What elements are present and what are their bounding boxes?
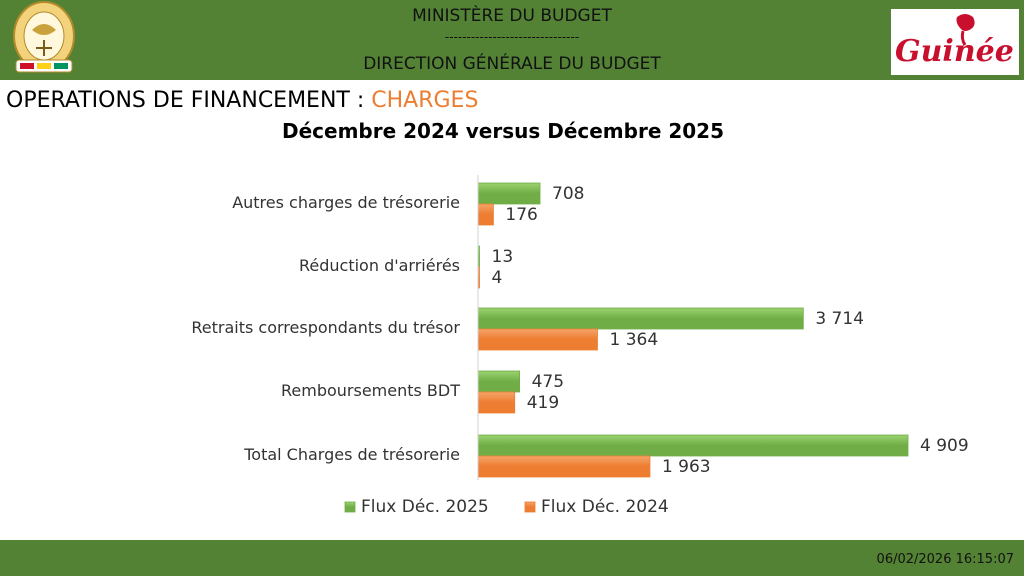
data-label: 4 xyxy=(492,268,503,288)
data-label: 419 xyxy=(527,393,559,413)
category-label: Remboursements BDT xyxy=(281,381,460,400)
bar-2024 xyxy=(477,455,651,478)
bar-2025 xyxy=(477,182,541,205)
bar-2024 xyxy=(477,328,598,351)
legend-swatch xyxy=(344,501,356,513)
bar-2025 xyxy=(477,307,804,330)
coat-of-arms-emblem xyxy=(13,1,75,73)
bar-2024 xyxy=(477,203,494,226)
data-label: 475 xyxy=(532,372,564,392)
data-label: 708 xyxy=(552,184,584,204)
slide-subtitle: Décembre 2024 versus Décembre 2025 xyxy=(281,119,725,143)
ministry-title: MINISTÈRE DU BUDGET xyxy=(412,6,612,26)
timestamp: 06/02/2026 16:15:07 xyxy=(876,552,1014,567)
slide-title: OPERATIONS DE FINANCEMENT : CHARGES xyxy=(6,88,478,113)
bar-chart: Autres charges de trésorerie 708 176 Réduct… xyxy=(191,175,969,517)
legend-label: Flux Déc. 2024 xyxy=(541,497,669,517)
data-label: 1 963 xyxy=(662,457,711,477)
category-label: Autres charges de trésorerie xyxy=(232,193,460,212)
bar-2024 xyxy=(477,391,516,414)
data-label: 13 xyxy=(492,247,514,267)
slide-title-accent: CHARGES xyxy=(371,88,479,113)
legend-swatch xyxy=(524,501,536,513)
logo-text: Guinée xyxy=(895,34,1014,69)
header-separator: ------------------------------- xyxy=(444,30,580,44)
category-label: Retraits correspondants du trésor xyxy=(191,318,460,337)
bar-2025 xyxy=(477,370,521,393)
footer-band xyxy=(0,540,1024,576)
direction-title: DIRECTION GÉNÉRALE DU BUDGET xyxy=(363,54,661,74)
bar-2025 xyxy=(477,434,909,457)
guinee-logo-graphic: Guinée xyxy=(895,14,1014,69)
category-label: Réduction d'arriérés xyxy=(299,256,460,275)
guinee-logo: Guinée xyxy=(891,9,1019,75)
data-label: 176 xyxy=(505,205,537,225)
data-label: 1 364 xyxy=(609,330,658,350)
slide-title-main: OPERATIONS DE FINANCEMENT : xyxy=(6,88,372,113)
category-label: Total Charges de trésorerie xyxy=(243,445,460,464)
legend-label: Flux Déc. 2025 xyxy=(361,497,489,517)
data-label: 3 714 xyxy=(815,309,864,329)
header-band xyxy=(0,0,1024,80)
data-label: 4 909 xyxy=(920,436,969,456)
